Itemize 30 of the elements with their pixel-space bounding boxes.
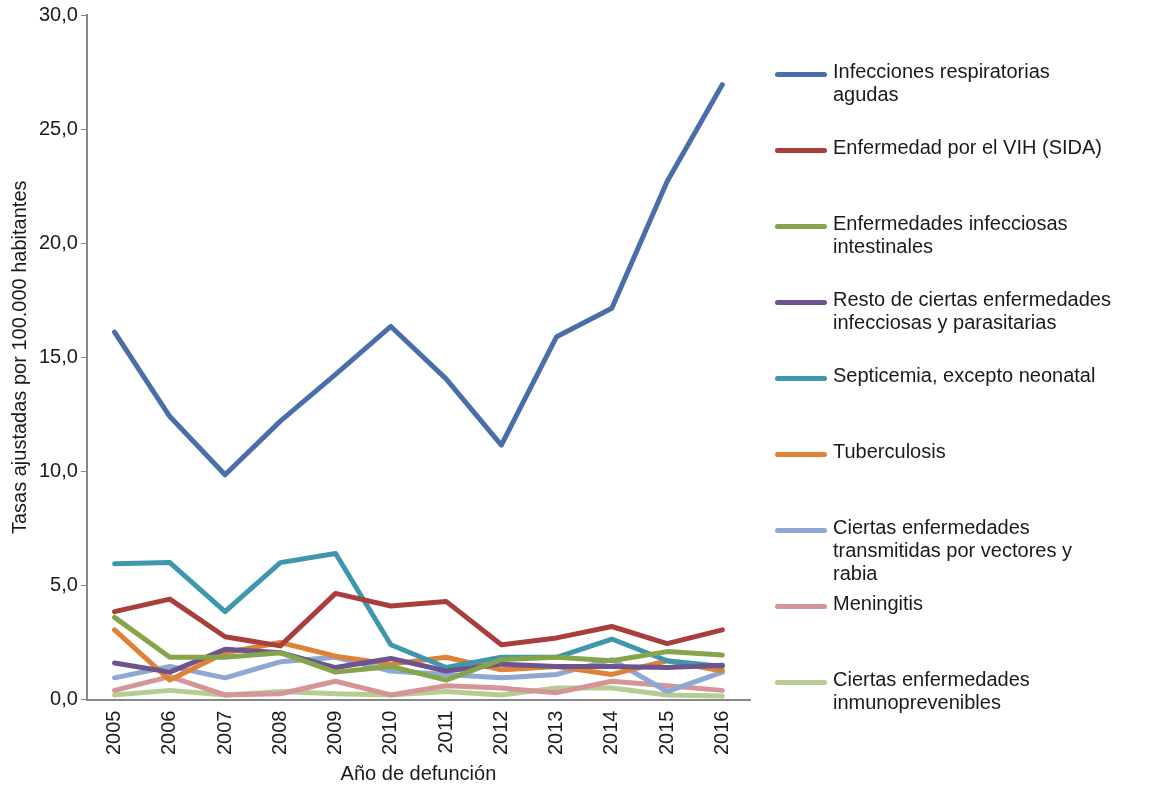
y-tick-label: 10,0 bbox=[38, 458, 78, 481]
y-tick-label: 0,0 bbox=[50, 687, 78, 710]
y-tick-label: 30,0 bbox=[38, 2, 78, 25]
x-tick-label: 2016 bbox=[709, 710, 732, 756]
y-tick-label: 25,0 bbox=[38, 116, 78, 139]
legend-label: Tuberculosis bbox=[833, 440, 946, 463]
x-tick-label: 2009 bbox=[323, 710, 346, 756]
x-tick-label: 2006 bbox=[157, 710, 180, 756]
x-tick-label: 2008 bbox=[267, 710, 290, 756]
legend-label: Meningitis bbox=[833, 592, 924, 615]
legend-label: Enfermedades infecciosas intestinales bbox=[833, 212, 1069, 258]
x-tick-label: 2010 bbox=[378, 710, 401, 756]
x-tick-label: 2012 bbox=[488, 710, 511, 756]
y-axis-title: Tasas ajustadas por 100.000 habitantes bbox=[7, 180, 30, 535]
legend-label: Resto de ciertas enfermedades infecciosas y parasitarias bbox=[833, 288, 1112, 334]
legend-label: Enfermedad por el VIH (SIDA) bbox=[833, 136, 1102, 159]
y-tick-label: 5,0 bbox=[50, 572, 78, 595]
x-tick-label: 2005 bbox=[102, 710, 125, 756]
legend-label: Ciertas enfermedades transmitidas por vectores y rabia bbox=[833, 516, 1073, 585]
legend-label: Septicemia, excepto neonatal bbox=[833, 364, 1096, 387]
y-tick-label: 20,0 bbox=[38, 230, 78, 253]
x-tick-label: 2015 bbox=[654, 710, 677, 756]
x-axis-title: Año de defunción bbox=[340, 761, 497, 784]
legend-label: Infecciones respiratorias agudas bbox=[833, 60, 1051, 106]
x-tick-label: 2013 bbox=[544, 710, 567, 756]
x-tick-label: 2011 bbox=[433, 710, 456, 754]
x-tick-label: 2007 bbox=[212, 710, 235, 756]
y-tick-label: 15,0 bbox=[38, 344, 78, 367]
legend-label: Ciertas enfermedades inmunoprevenibles bbox=[833, 668, 1031, 714]
x-tick-label: 2014 bbox=[599, 710, 622, 756]
